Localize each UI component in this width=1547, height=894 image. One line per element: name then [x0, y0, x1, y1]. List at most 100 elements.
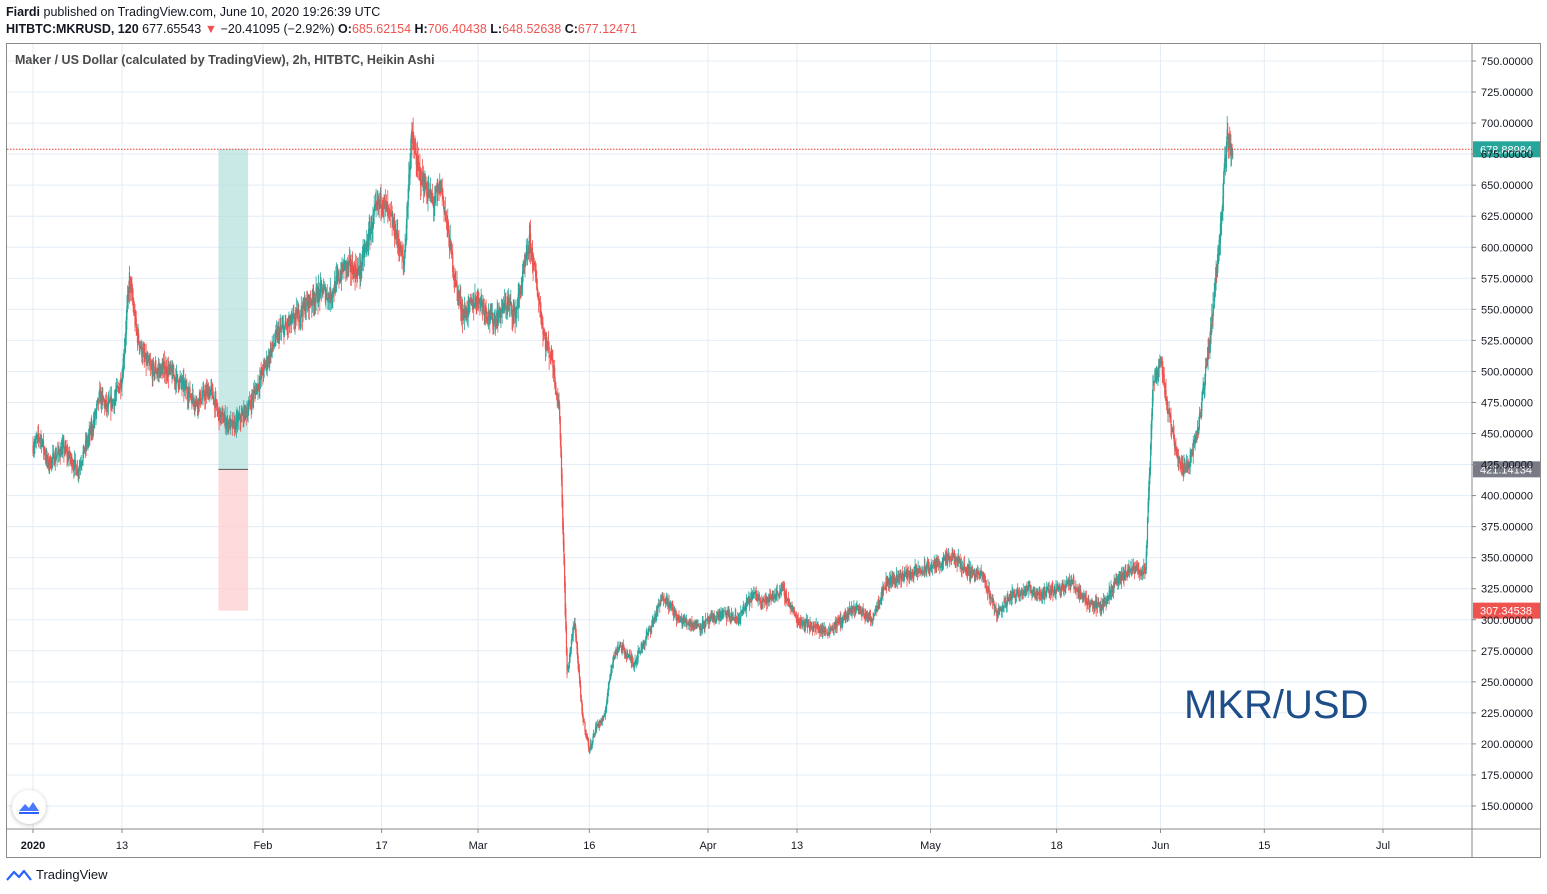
candle-body	[1148, 486, 1150, 507]
candle-body	[847, 614, 849, 617]
candle-body	[248, 403, 250, 412]
candle-body	[82, 451, 84, 462]
candle-body	[873, 614, 875, 620]
candle-body	[112, 400, 114, 406]
candle-body	[1168, 411, 1170, 414]
candle-body	[70, 456, 72, 459]
candle-body	[988, 587, 990, 589]
candle-body	[1128, 567, 1130, 573]
publication-line: Fiardi published on TradingView.com, Jun…	[6, 5, 380, 19]
candle-body	[772, 596, 774, 600]
candle-body	[126, 305, 128, 321]
candle-body	[178, 379, 181, 388]
candle-body	[140, 342, 142, 348]
candle-body	[729, 616, 731, 619]
candle-body	[607, 689, 609, 698]
candle-body	[409, 159, 411, 179]
candle-body	[1038, 592, 1040, 596]
candle-body	[1209, 339, 1211, 349]
candle-body	[1226, 129, 1228, 146]
candle-body	[1208, 349, 1210, 353]
candle-body	[867, 613, 869, 620]
author-name[interactable]: Fiardi	[6, 5, 41, 19]
candle-body	[1096, 603, 1099, 607]
candle-body	[1022, 594, 1024, 596]
candle-body	[518, 288, 521, 296]
candle-body	[244, 405, 246, 419]
candle-body	[1210, 330, 1212, 333]
tradingview-badge[interactable]	[12, 790, 46, 824]
candle-body	[1120, 577, 1122, 582]
candle-body	[767, 597, 770, 602]
candle-body	[889, 579, 891, 586]
candle-body	[1165, 390, 1167, 401]
candle-body	[397, 239, 399, 245]
candle-body	[961, 567, 963, 571]
candle-body	[924, 565, 926, 572]
candle-body	[411, 131, 414, 135]
candle-body	[661, 595, 663, 597]
candle-body	[32, 445, 34, 454]
candle-body	[675, 613, 677, 615]
candle-body	[249, 400, 251, 404]
candle-body	[1193, 440, 1196, 442]
candle-body	[1146, 517, 1149, 544]
candle-body	[539, 301, 541, 307]
candle-body	[97, 397, 99, 402]
candle-body	[712, 615, 714, 621]
candle-body	[581, 700, 583, 711]
candle-body	[525, 252, 527, 260]
candle-body	[1221, 212, 1223, 225]
candle-body	[928, 565, 930, 573]
candle-body	[198, 400, 200, 407]
candle-body	[546, 345, 548, 347]
candle-body	[438, 185, 440, 195]
candle-body	[674, 610, 676, 615]
footer-brand[interactable]: TradingView	[6, 867, 108, 882]
candle-body	[912, 576, 914, 578]
candle-body	[362, 249, 364, 255]
candle-body	[63, 442, 65, 454]
candle-body	[446, 216, 448, 229]
candle-body	[661, 595, 663, 602]
candle-body	[191, 397, 193, 405]
candle-body	[296, 312, 299, 319]
candle-body	[36, 435, 38, 439]
candle-body	[1185, 468, 1187, 472]
candle-body	[42, 440, 45, 451]
candle-body	[180, 377, 182, 380]
candle-body	[382, 208, 385, 210]
candle-body	[193, 403, 195, 408]
candle-body	[762, 598, 764, 602]
candle-body	[530, 247, 532, 250]
long-position-tool[interactable]	[218, 149, 249, 611]
candle-body	[727, 614, 729, 616]
candle-body	[1088, 602, 1090, 606]
candle-body	[724, 610, 726, 612]
candle-body	[559, 404, 561, 420]
candle-body	[858, 607, 861, 615]
candle-body	[442, 196, 445, 202]
candle-body	[746, 599, 748, 604]
candle-body	[447, 221, 449, 226]
candle-body	[757, 595, 759, 601]
candle-body	[180, 377, 182, 384]
candle-body	[144, 355, 146, 359]
last-price: 677.65543	[142, 22, 202, 36]
candle-body	[705, 619, 707, 621]
candle-body	[562, 522, 564, 545]
candle-body	[413, 147, 415, 149]
candle-body	[313, 301, 315, 304]
candle-body	[603, 715, 605, 718]
candle-body	[451, 251, 453, 254]
candle-body	[351, 262, 353, 272]
candle-body	[287, 321, 289, 327]
candle-body	[50, 458, 53, 467]
candle-body	[936, 561, 938, 569]
candle-body	[1130, 568, 1132, 572]
candle-body	[1169, 412, 1171, 415]
candle-body	[567, 669, 569, 671]
candle-body	[668, 601, 670, 608]
candle-body	[1062, 589, 1065, 591]
